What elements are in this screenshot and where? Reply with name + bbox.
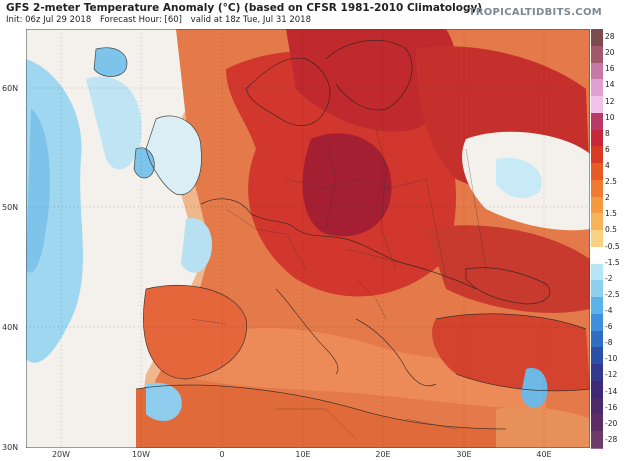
iceland-blue	[94, 47, 127, 77]
legend-label: 20	[605, 48, 615, 58]
legend-swatch	[591, 364, 603, 382]
lon-label-20w: 20W	[51, 450, 71, 459]
legend-swatch	[591, 280, 603, 299]
legend-label: -2.5	[605, 289, 620, 299]
valid-time: valid at 18z Tue, Jul 31 2018	[190, 15, 311, 25]
lon-label-10w: 10W	[131, 450, 151, 459]
atlantic-cool-patch	[86, 76, 142, 170]
atlantic-cold-pool-2	[26, 109, 51, 273]
legend-label: 8	[605, 128, 610, 138]
legend-label: 4	[605, 160, 610, 170]
legend-swatch	[591, 45, 603, 64]
north-africa-warm	[136, 385, 506, 448]
legend-label: -20	[605, 418, 618, 428]
legend-swatch	[591, 179, 603, 198]
color-legend: 28 20 16 14 12 10 8 6 4 2.5 2 1.5 0.5 -0.5 -1.5 -2 -2.5 -…	[591, 29, 624, 449]
lon-label-0: 0	[219, 450, 225, 459]
legend-label: -0.5	[605, 241, 620, 251]
forecast-hour: Forecast Hour: [60]	[99, 15, 182, 25]
legend-swatch	[591, 380, 603, 399]
lon-label-30e: 30E	[456, 450, 472, 459]
legend-label: -16	[605, 402, 618, 412]
map-title: GFS 2-meter Temperature Anomaly (°C) (ba…	[6, 2, 483, 14]
legend-label: 28	[605, 32, 615, 42]
legend-swatch	[591, 112, 603, 131]
legend-swatch	[591, 163, 603, 181]
lon-label-20e: 20E	[375, 450, 391, 459]
middle-east-blue	[521, 368, 548, 409]
turkey-hot	[432, 313, 590, 391]
lat-label-60n: 60N	[2, 84, 19, 93]
legend-swatch	[591, 313, 603, 332]
legend-label: 0.5	[605, 225, 617, 235]
legend-label: 1.5	[605, 209, 617, 219]
legend-label: -1.5	[605, 257, 620, 267]
coastlines	[93, 39, 590, 430]
lat-label-30n: 30N	[2, 443, 19, 452]
map-subtitle: Init: 06z Jul 29 2018 Forecast Hour: [60…	[6, 15, 317, 25]
legend-label: 6	[605, 144, 610, 154]
legend-label: 14	[605, 80, 615, 90]
legend-label: 2	[605, 193, 610, 203]
levant-warm	[496, 407, 590, 448]
legend-swatch	[591, 263, 603, 282]
legend-swatch	[591, 79, 603, 98]
iberia-warm	[143, 285, 247, 379]
legend-label: 10	[605, 112, 615, 122]
mediterranean-warm	[196, 328, 546, 409]
legend-label: 2.5	[605, 177, 617, 187]
ireland-cool	[134, 147, 155, 178]
morocco-blue	[146, 382, 182, 421]
legend-swatch	[591, 330, 603, 349]
legend-swatch	[591, 347, 603, 366]
lat-label-50n: 50N	[2, 203, 19, 212]
russia-light-blue	[496, 158, 542, 199]
legend-swatch	[591, 196, 603, 215]
lon-label-40e: 40E	[536, 450, 552, 459]
britain-cool	[146, 115, 202, 195]
legend-label: 12	[605, 96, 615, 106]
legend-label: -6	[605, 322, 613, 332]
legend-label: -14	[605, 386, 618, 396]
legend-swatch	[591, 129, 603, 148]
germany-extreme	[302, 133, 392, 237]
legend-label: -8	[605, 338, 613, 348]
legend-label: -28	[605, 434, 618, 444]
legend-label: -10	[605, 354, 618, 364]
brand-logo-text: TROPICALTIDBITS.COM	[468, 7, 602, 18]
anomaly-map	[26, 29, 590, 448]
legend-swatch	[591, 230, 603, 248]
ukraine-hot	[426, 225, 590, 313]
legend-swatch	[591, 414, 603, 433]
lon-label-10e: 10E	[295, 450, 311, 459]
legend-swatch	[591, 431, 603, 449]
legend-swatch	[591, 246, 603, 265]
legend-swatch	[591, 213, 603, 232]
legend-label: 16	[605, 64, 615, 74]
legend-swatch	[591, 297, 603, 315]
header: GFS 2-meter Temperature Anomaly (°C) (ba…	[0, 0, 624, 29]
legend-label: -2	[605, 273, 613, 283]
lat-label-40n: 40N	[2, 323, 19, 332]
legend-label: -4	[605, 306, 613, 316]
biscay-cool	[181, 218, 212, 273]
country-borders	[190, 128, 487, 440]
legend-swatch	[591, 29, 603, 47]
legend-label: -12	[605, 370, 618, 380]
init-time: Init: 06z Jul 29 2018	[6, 15, 92, 25]
legend-swatch	[591, 146, 603, 165]
scandinavia-hot	[286, 29, 456, 132]
legend-swatch	[591, 62, 603, 81]
legend-swatch	[591, 96, 603, 114]
legend-swatch	[591, 397, 603, 416]
